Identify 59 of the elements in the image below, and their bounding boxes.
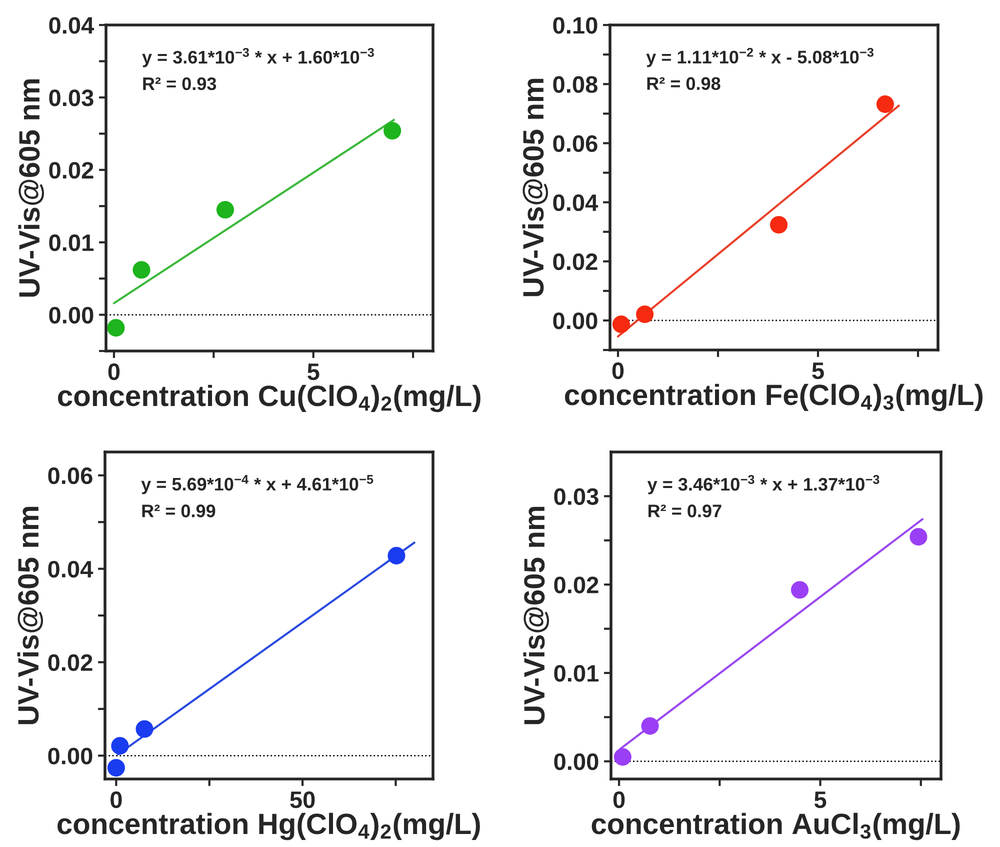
x-tick-label: 50 xyxy=(290,791,315,808)
y-tick-label: 0.03 xyxy=(49,90,94,106)
point xyxy=(790,581,809,599)
annotation: y = 3.61*10$^{−3}$ * x + 1.60*10$^{−3}$ xyxy=(142,48,374,68)
x-tick-label: 5 xyxy=(814,792,826,808)
y-tick-label: 0.10 xyxy=(553,17,598,34)
y-tick-label: 0.02 xyxy=(553,253,598,270)
x-tick-label: 0 xyxy=(110,791,122,808)
y-tick-label: 0.03 xyxy=(554,488,598,506)
annotation: R² = 0.98 xyxy=(647,77,720,90)
y-tick-label: 0.06 xyxy=(553,135,598,152)
point xyxy=(107,319,125,337)
annotation: y = 5.69*10$^{−4}$ * x + 4.61*10$^{−5}$ xyxy=(141,475,374,494)
point xyxy=(388,546,406,564)
x-tick-label: 5 xyxy=(812,362,824,380)
y-tick-label: 0.08 xyxy=(553,76,598,93)
x-tick-label: 5 xyxy=(308,364,320,380)
point xyxy=(910,528,928,546)
x-axis-title: concentration Cu(ClO$_{4}$)$_{2}$(mg/L) xyxy=(58,384,480,412)
y-tick-label: 0.00 xyxy=(553,312,598,330)
y-tick-label: 0.02 xyxy=(48,654,92,671)
y-tick-label: 0.04 xyxy=(553,194,598,212)
point xyxy=(614,748,632,766)
y-axis-title: UV-Vis@605 nm xyxy=(522,78,548,296)
y-tick-label: 0.00 xyxy=(554,753,598,770)
y-tick-label: 0.06 xyxy=(48,467,92,484)
point xyxy=(111,737,129,755)
y-tick-label: 0.02 xyxy=(554,576,598,594)
y-tick-label: 0.00 xyxy=(49,306,94,324)
point xyxy=(107,759,125,777)
x-tick-label: 0 xyxy=(108,363,120,380)
point xyxy=(216,200,234,219)
point xyxy=(641,717,659,735)
x-axis-title: concentration Fe(ClO$_{4}$)$_{3}$(mg/L) xyxy=(564,384,983,412)
y-tick-label: 0.02 xyxy=(49,162,94,179)
point xyxy=(876,95,894,113)
y-axis-title: UV-Vis@605 nm xyxy=(17,506,44,724)
y-tick-label: 0.04 xyxy=(48,560,94,578)
point xyxy=(636,305,654,324)
annotation: R² = 0.99 xyxy=(142,504,216,518)
y-tick-label: 0.01 xyxy=(49,234,94,252)
y-axis-title: UV-Vis@605 nm xyxy=(523,506,550,724)
point xyxy=(132,261,150,279)
annotation: R² = 0.93 xyxy=(143,77,216,90)
y-tick-label: 0.00 xyxy=(48,748,92,764)
x-tick-label: 0 xyxy=(613,791,625,808)
y-tick-label: 0.04 xyxy=(49,17,94,34)
x-axis-title: concentration Hg(ClO$_{4}$)$_{2}$(mg/L) xyxy=(58,812,480,840)
y-axis-title: UV-Vis@605 nm xyxy=(18,79,44,297)
point xyxy=(770,216,788,234)
point xyxy=(136,720,154,738)
y-tick-label: 0.01 xyxy=(554,665,599,682)
annotation: y = 3.46*10$^{−3}$ * x + 1.37*10$^{−3}$ xyxy=(647,475,880,494)
x-tick-label: 0 xyxy=(612,362,624,380)
x-axis-title: concentration AuCl$_{3}$(mg/L) xyxy=(592,812,960,840)
point xyxy=(612,316,630,334)
point xyxy=(384,122,402,140)
annotation: y = 1.11*10$^{−2}$ * x - 5.08*10$^{−3}$ xyxy=(646,48,874,68)
annotation: R² = 0.97 xyxy=(648,504,722,518)
